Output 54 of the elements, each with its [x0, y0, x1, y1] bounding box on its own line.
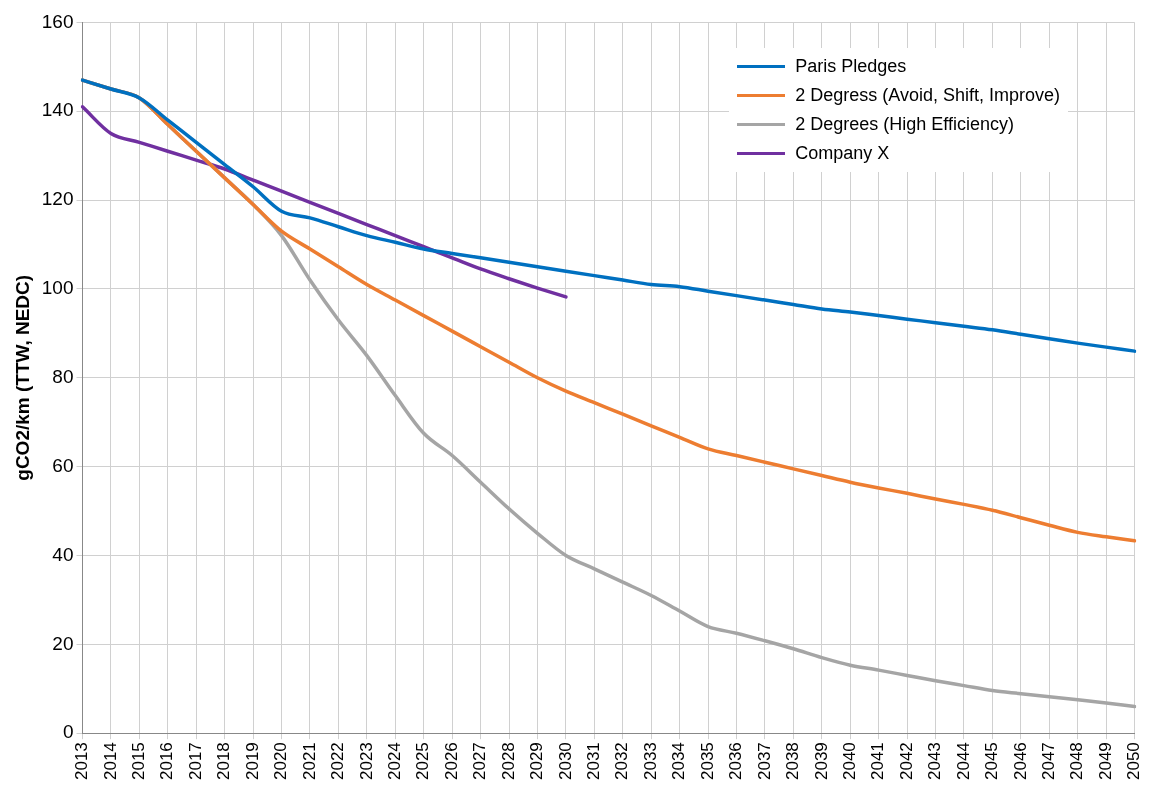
- x-tick-label: 2014: [100, 742, 120, 781]
- x-tick-label: 2028: [498, 742, 518, 781]
- x-tick-label: 2041: [868, 742, 888, 781]
- x-tick-label: 2031: [584, 742, 604, 781]
- x-tick-label: 2049: [1095, 742, 1115, 781]
- x-tick-label: 2040: [839, 742, 859, 781]
- x-tick-label: 2042: [896, 742, 916, 781]
- y-tick-label: 160: [41, 10, 74, 32]
- x-tick-label: 2035: [697, 742, 717, 781]
- y-tick-label: 20: [52, 632, 74, 654]
- x-tick-label: 2033: [640, 742, 660, 781]
- x-tick-label: 2037: [754, 742, 774, 781]
- x-tick-label: 2045: [982, 742, 1002, 781]
- y-tick-label: 60: [52, 454, 74, 476]
- legend-label: Paris Pledges: [795, 56, 907, 77]
- x-tick-label: 2017: [185, 742, 205, 781]
- legend-label: Company X: [795, 143, 890, 164]
- x-tick-label: 2021: [299, 742, 319, 781]
- y-tick-label: 100: [41, 277, 74, 299]
- y-tick-label: 140: [41, 99, 74, 121]
- x-tick-label: 2050: [1124, 742, 1144, 781]
- line-series: [80, 105, 568, 299]
- x-tick-label: 2016: [157, 742, 177, 781]
- x-tick-label: 2034: [669, 742, 689, 781]
- x-tick-label: 2018: [214, 742, 234, 781]
- y-axis-title: gCO2/km (TTW, NEDC): [11, 274, 33, 481]
- x-tick-label: 2032: [612, 742, 632, 781]
- x-tick-label: 2020: [271, 742, 291, 781]
- x-tick-label: 2029: [527, 742, 547, 781]
- y-tick-label: 120: [41, 188, 74, 210]
- x-tick-label: 2030: [555, 742, 575, 781]
- x-tick-label: 2023: [356, 742, 376, 781]
- legend-label: 2 Degress (Avoid, Shift, Improve): [795, 85, 1060, 106]
- x-tick-label: 2039: [811, 742, 831, 781]
- x-tick-label: 2022: [328, 742, 348, 781]
- x-tick-label: 2027: [470, 742, 490, 781]
- y-tick-label: 0: [62, 721, 74, 743]
- x-tick-label: 2015: [129, 742, 149, 781]
- x-tick-label: 2043: [925, 742, 945, 781]
- x-tick-label: 2047: [1038, 742, 1058, 781]
- legend-label: 2 Degrees (High Efficiency): [795, 114, 1014, 135]
- y-tick-label: 80: [52, 366, 74, 388]
- x-tick-label: 2038: [783, 742, 803, 781]
- x-tick-label: 2046: [1010, 742, 1030, 781]
- x-tick-label: 2019: [242, 742, 262, 781]
- x-tick-label: 2026: [441, 742, 461, 781]
- x-tick-label: 2048: [1067, 742, 1087, 781]
- x-tick-label: 2025: [413, 742, 433, 781]
- x-tick-label: 2044: [953, 742, 973, 781]
- x-tick-label: 2013: [72, 742, 92, 781]
- y-tick-label: 40: [52, 543, 74, 565]
- line-series: [80, 78, 1137, 353]
- x-tick-label: 2036: [726, 742, 746, 781]
- x-tick-label: 2024: [384, 742, 404, 781]
